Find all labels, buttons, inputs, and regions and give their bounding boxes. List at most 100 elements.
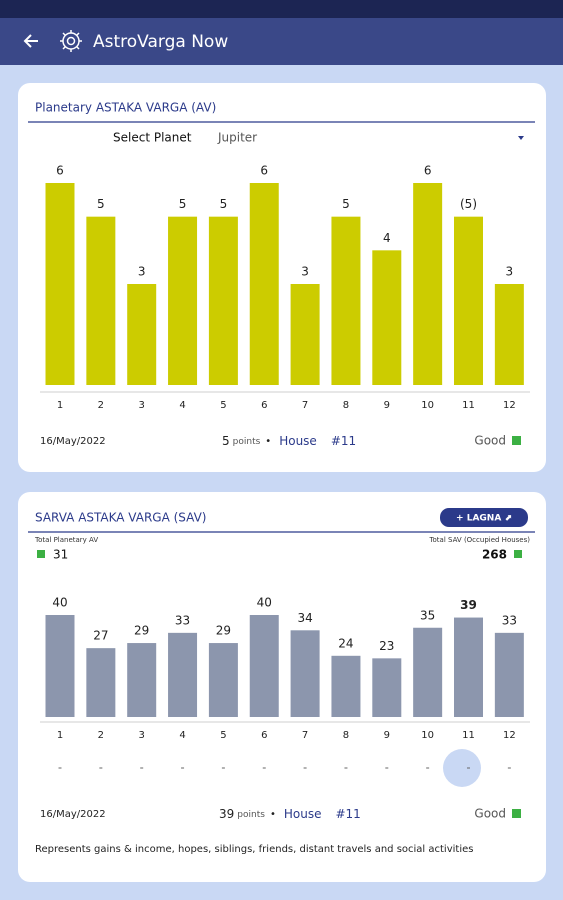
bar	[290, 284, 320, 385]
house-number: #11	[331, 434, 356, 448]
bar	[86, 648, 116, 717]
points-value: 5	[222, 434, 230, 448]
x-tick-label: 6	[261, 400, 267, 411]
value-label: 40	[257, 596, 272, 610]
points-unit: points	[237, 810, 265, 820]
x-tick-label: 7	[302, 400, 308, 411]
bar	[249, 183, 279, 385]
x-tick-label: 10	[421, 730, 434, 741]
status-bar	[0, 0, 563, 18]
bar	[208, 643, 238, 717]
x-tick-label: 12	[503, 400, 516, 411]
x-tick-label: 1	[57, 730, 63, 741]
value-label: 4	[383, 231, 391, 245]
x-tick-label: 8	[343, 400, 349, 411]
x-tick-label: 8	[343, 730, 349, 741]
x-tick-label: 1	[57, 400, 63, 411]
x-tick-label: 3	[139, 730, 145, 741]
x-tick-label: 9	[384, 730, 390, 741]
footer-points: 39 points • House #11	[219, 807, 361, 821]
x-tick-label: 7	[302, 730, 308, 741]
bar	[168, 632, 198, 717]
bullet: •	[270, 809, 276, 820]
card-title: SARVA ASTAKA VARGA (SAV)	[35, 511, 206, 525]
value-label: 5	[179, 197, 187, 211]
x-tick-label: 9	[384, 400, 390, 411]
bar	[413, 183, 443, 385]
sav-card	[18, 492, 546, 882]
bar	[494, 284, 524, 385]
x-tick-label: 6	[261, 730, 267, 741]
bar	[454, 216, 483, 385]
value-label: 5	[342, 197, 350, 211]
back-button[interactable]	[23, 34, 38, 48]
footer-status: Good	[474, 434, 506, 448]
value-label: 35	[420, 608, 435, 622]
bar	[249, 615, 279, 717]
footer-status: Good	[474, 807, 506, 821]
bar	[127, 643, 157, 717]
value-label: 3	[138, 265, 146, 279]
value-label: 23	[379, 639, 394, 653]
footer-date: 16/May/2022	[40, 809, 106, 820]
total-value: 268	[482, 548, 507, 562]
lagna-button[interactable]	[440, 508, 528, 527]
lagna-button-label[interactable]: + LAGNA ⬈	[456, 514, 512, 524]
value-label: 3	[506, 265, 514, 279]
value-label: (5)	[460, 197, 477, 211]
x-tick-label: 3	[139, 400, 145, 411]
value-label: 5	[220, 197, 228, 211]
select-label: Select Planet	[113, 131, 192, 145]
x-tick-label: 2	[98, 730, 104, 741]
app-icon	[60, 30, 82, 52]
bar	[168, 216, 198, 385]
bar	[45, 183, 75, 385]
dropdown-arrow[interactable]	[518, 136, 524, 140]
value-label: 33	[175, 613, 190, 627]
value-label: 39	[460, 598, 477, 612]
footer-points: 5 points • House #11	[222, 434, 356, 448]
value-label: 27	[93, 629, 108, 643]
total-label: Total SAV (Occupied Houses)	[428, 536, 530, 544]
x-tick-label: 4	[179, 730, 185, 741]
value-label: 3	[301, 265, 309, 279]
status-square	[512, 809, 521, 818]
value-label: 33	[502, 613, 517, 627]
x-tick-label: 10	[421, 400, 434, 411]
select-value[interactable]: Jupiter	[217, 131, 257, 145]
x-tick-label: 5	[220, 400, 226, 411]
bar	[372, 658, 402, 717]
value-label: 5	[97, 197, 105, 211]
x-tick-label: 2	[98, 400, 104, 411]
bar	[331, 655, 361, 717]
value-label: 29	[216, 624, 231, 638]
bullet: •	[265, 436, 271, 447]
status-square	[514, 550, 522, 558]
bar	[372, 250, 402, 385]
value-label: 6	[424, 164, 432, 178]
value-label: 29	[134, 624, 149, 638]
value-label: 40	[52, 596, 67, 610]
footer-date: 16/May/2022	[40, 436, 106, 447]
house-number: #11	[335, 807, 360, 821]
bar	[454, 617, 483, 717]
value-label: 6	[56, 164, 64, 178]
house-label: House	[279, 434, 317, 448]
bar	[127, 284, 157, 385]
bar	[290, 630, 320, 717]
value-label: 6	[260, 164, 268, 178]
value-label: 24	[338, 636, 353, 650]
card-title: Planetary ASTAKA VARGA (AV)	[35, 101, 216, 115]
app-title: AstroVarga Now	[93, 32, 228, 52]
status-square	[512, 436, 521, 445]
bar	[494, 632, 524, 717]
bar	[45, 615, 75, 717]
selected-house-highlight	[443, 749, 481, 787]
points-value: 39	[219, 807, 234, 821]
x-tick-label: 11	[462, 730, 475, 741]
description: Represents gains & income, hopes, siblin…	[35, 844, 473, 855]
total-value: 31	[53, 548, 68, 562]
bar	[413, 627, 443, 717]
house-label: House	[284, 807, 322, 821]
